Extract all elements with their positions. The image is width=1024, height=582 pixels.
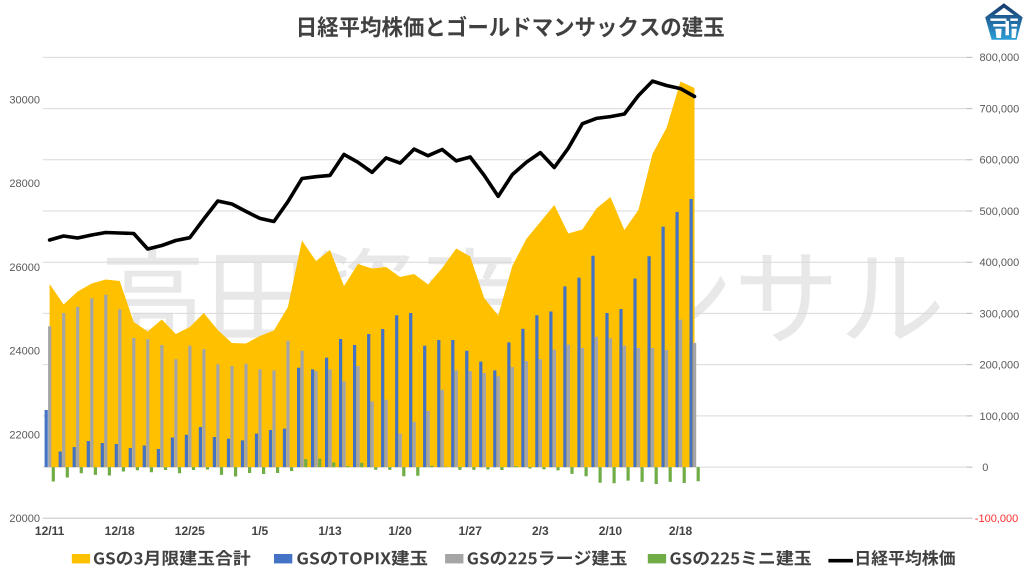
svg-text:2/10: 2/10 xyxy=(599,524,623,538)
svg-text:1/5: 1/5 xyxy=(252,524,269,538)
svg-text:0: 0 xyxy=(982,462,988,474)
svg-text:400,000: 400,000 xyxy=(980,257,1020,269)
svg-text:12/11: 12/11 xyxy=(35,524,65,538)
svg-text:100,000: 100,000 xyxy=(980,411,1020,423)
svg-text:26000: 26000 xyxy=(9,262,40,274)
svg-text:12/25: 12/25 xyxy=(175,524,205,538)
svg-text:2/3: 2/3 xyxy=(532,524,549,538)
svg-text:700,000: 700,000 xyxy=(980,104,1020,116)
svg-text:1/20: 1/20 xyxy=(388,524,412,538)
svg-text:12/18: 12/18 xyxy=(105,524,135,538)
svg-text:24000: 24000 xyxy=(9,346,40,358)
svg-text:1/13: 1/13 xyxy=(318,524,342,538)
svg-text:28000: 28000 xyxy=(9,178,40,190)
svg-text:300,000: 300,000 xyxy=(980,308,1020,320)
svg-text:1/27: 1/27 xyxy=(459,524,483,538)
svg-text:200,000: 200,000 xyxy=(980,360,1020,372)
svg-text:22000: 22000 xyxy=(9,429,40,441)
svg-text:800,000: 800,000 xyxy=(980,52,1020,64)
svg-text:500,000: 500,000 xyxy=(980,206,1020,218)
svg-text:20000: 20000 xyxy=(9,513,40,525)
svg-text:30000: 30000 xyxy=(9,94,40,106)
svg-text:600,000: 600,000 xyxy=(980,155,1020,167)
svg-text:-100,000: -100,000 xyxy=(975,513,1018,525)
svg-text:2/18: 2/18 xyxy=(669,524,693,538)
